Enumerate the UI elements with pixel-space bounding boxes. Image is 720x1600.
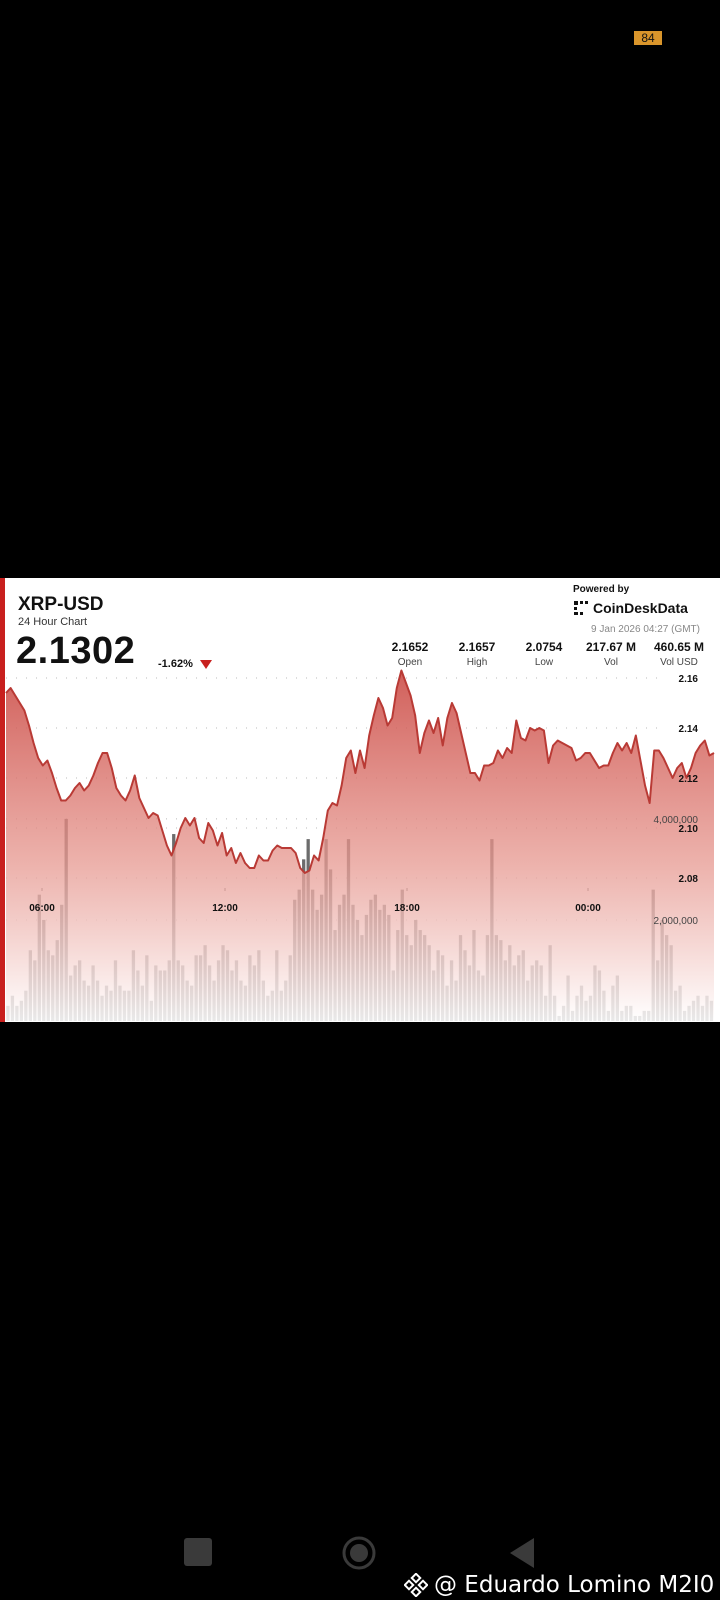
stat-open: 2.1652 Open	[386, 640, 434, 668]
back-button[interactable]	[506, 1536, 538, 1570]
price-chart-card: 2.16 2.14 2.12 2.10 2.08 4,000,000 2,000,000 06…	[0, 578, 720, 1022]
stat-vol: 217.67 M Vol	[580, 640, 642, 668]
volume-tick-label: 4,000,000	[654, 815, 699, 826]
current-price: 2.1302	[16, 630, 136, 672]
data-timestamp: 9 Jan 2026 04:27 (GMT)	[591, 624, 700, 635]
price-tick-label: 2.10	[679, 824, 699, 835]
price-tick-label: 2.12	[679, 774, 699, 785]
stat-high-value: 2.1657	[458, 640, 496, 654]
stat-high: 2.1657 High	[453, 640, 501, 668]
stat-low-value: 2.0754	[525, 640, 563, 654]
price-tick-label: 2.14	[679, 724, 699, 735]
stat-vol-usd-value: 460.65 M	[653, 640, 705, 654]
recent-apps-button[interactable]	[184, 1538, 212, 1566]
x-tick-label: 00:00	[575, 903, 601, 914]
price-tick-label: 2.16	[679, 674, 699, 685]
binance-logo-icon	[404, 1573, 428, 1597]
coindesk-logo-icon	[574, 601, 588, 615]
chart-subtitle: 24 Hour Chart	[18, 616, 88, 628]
volume-tick-label: 2,000,000	[654, 916, 699, 927]
stat-open-label: Open	[397, 657, 423, 668]
stat-open-value: 2.1652	[391, 640, 429, 654]
stat-low-label: Low	[534, 657, 554, 668]
x-tick-label: 12:00	[212, 903, 238, 914]
price-line	[5, 669, 715, 874]
stat-vol-usd: 460.65 M Vol USD	[648, 640, 710, 668]
price-change: -1.62%	[158, 658, 193, 670]
stat-vol-usd-label: Vol USD	[660, 657, 698, 668]
card-accent-bar	[0, 578, 5, 1022]
stat-vol-value: 217.67 M	[585, 640, 637, 654]
battery-indicator: 84	[634, 31, 662, 45]
brand-logo-row: CoinDeskData	[573, 598, 688, 618]
watermark: @ Eduardo Lomino M2I0	[404, 1572, 714, 1598]
stat-vol-label: Vol	[604, 657, 618, 668]
ticker-symbol: XRP-USD	[18, 594, 104, 615]
powered-by-label: Powered by	[573, 584, 630, 595]
price-area-fill	[6, 670, 714, 1021]
brand-name: CoinDeskData	[593, 600, 688, 616]
watermark-text: @ Eduardo Lomino M2I0	[434, 1572, 715, 1598]
x-tick-label: 06:00	[29, 903, 55, 914]
down-arrow-icon	[200, 660, 212, 669]
price-volume-chart: 2.16 2.14 2.12 2.10 2.08 4,000,000 2,000,000 06…	[5, 669, 715, 1021]
x-tick-label: 18:00	[394, 903, 420, 914]
home-button[interactable]	[342, 1536, 376, 1570]
stat-high-label: High	[466, 657, 488, 668]
price-tick-label: 2.08	[679, 874, 699, 885]
stat-low: 2.0754 Low	[520, 640, 568, 668]
